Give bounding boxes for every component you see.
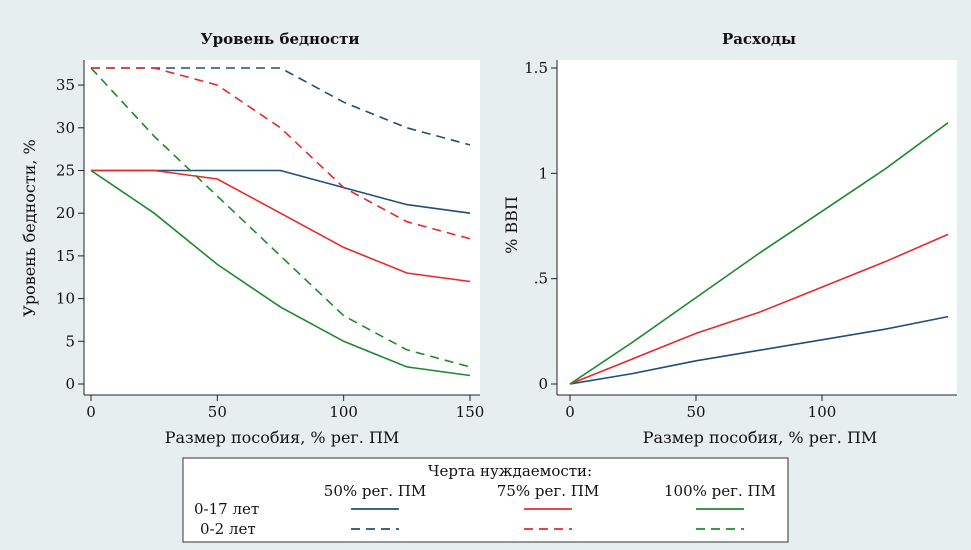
spending-panel: Расходы % ВВП Размер пособия, % рег. ПМ … [502,30,957,447]
spending-x-tick-label: 50 [686,403,705,421]
poverty-y-tick-label: 0 [65,375,75,393]
spending-x-tick-label: 0 [565,403,575,421]
poverty-y-tick-label: 10 [56,290,75,308]
poverty-y-tick-label: 30 [56,119,75,137]
poverty-y-tick-label: 35 [56,76,75,94]
legend-col-100: 100% рег. ПМ [664,482,776,500]
poverty-y-tick-label: 15 [56,247,75,265]
poverty-panel: Уровень бедности Уровень бедности, % Раз… [20,30,484,447]
spending-x-tick-label: 100 [808,403,837,421]
poverty-y-tick-label: 5 [65,332,75,350]
spending-series-line-1 [569,233,949,385]
poverty-series-line-1 [91,169,471,283]
spending-title: Расходы [722,30,796,48]
poverty-title: Уровень бедности [200,30,359,48]
poverty-x-tick-label: 100 [329,403,358,421]
poverty-y-axis-title: Уровень бедности, % [20,139,39,316]
legend-box [182,457,789,543]
spending-series-line-2 [569,122,949,385]
poverty-y-tick-label: 25 [56,161,75,179]
legend-row-0-17: 0-17 лет [194,500,259,518]
poverty-x-axis-title: Размер пособия, % рег. ПМ [165,428,400,447]
spending-y-tick-label: .5 [534,270,548,288]
poverty-plot-area [84,60,480,395]
spending-series-line-0 [569,315,949,385]
legend-title: Черта нуждаемости: [428,462,592,480]
spending-y-tick-label: 0 [538,375,548,393]
poverty-y-tick-label: 20 [56,204,75,222]
spending-y-tick-label: 1 [538,164,548,182]
spending-plot-area [557,60,957,395]
legend-row-0-2: 0-2 лет [200,520,256,538]
spending-x-axis-title: Размер пособия, % рег. ПМ [643,428,878,447]
spending-y-axis-title: % ВВП [502,196,521,254]
poverty-x-tick-label: 0 [86,403,96,421]
legend: Черта нуждаемости: 50% рег. ПМ 75% рег. … [182,457,789,543]
poverty-series-line-2 [90,169,471,377]
poverty-series-line-4 [91,67,471,240]
legend-col-50: 50% рег. ПМ [324,482,426,500]
poverty-x-tick-label: 150 [456,403,485,421]
poverty-x-tick-label: 50 [208,403,227,421]
poverty-series-line-5 [90,67,471,368]
spending-y-tick-label: 1.5 [524,59,548,77]
legend-col-75: 75% рег. ПМ [497,482,599,500]
